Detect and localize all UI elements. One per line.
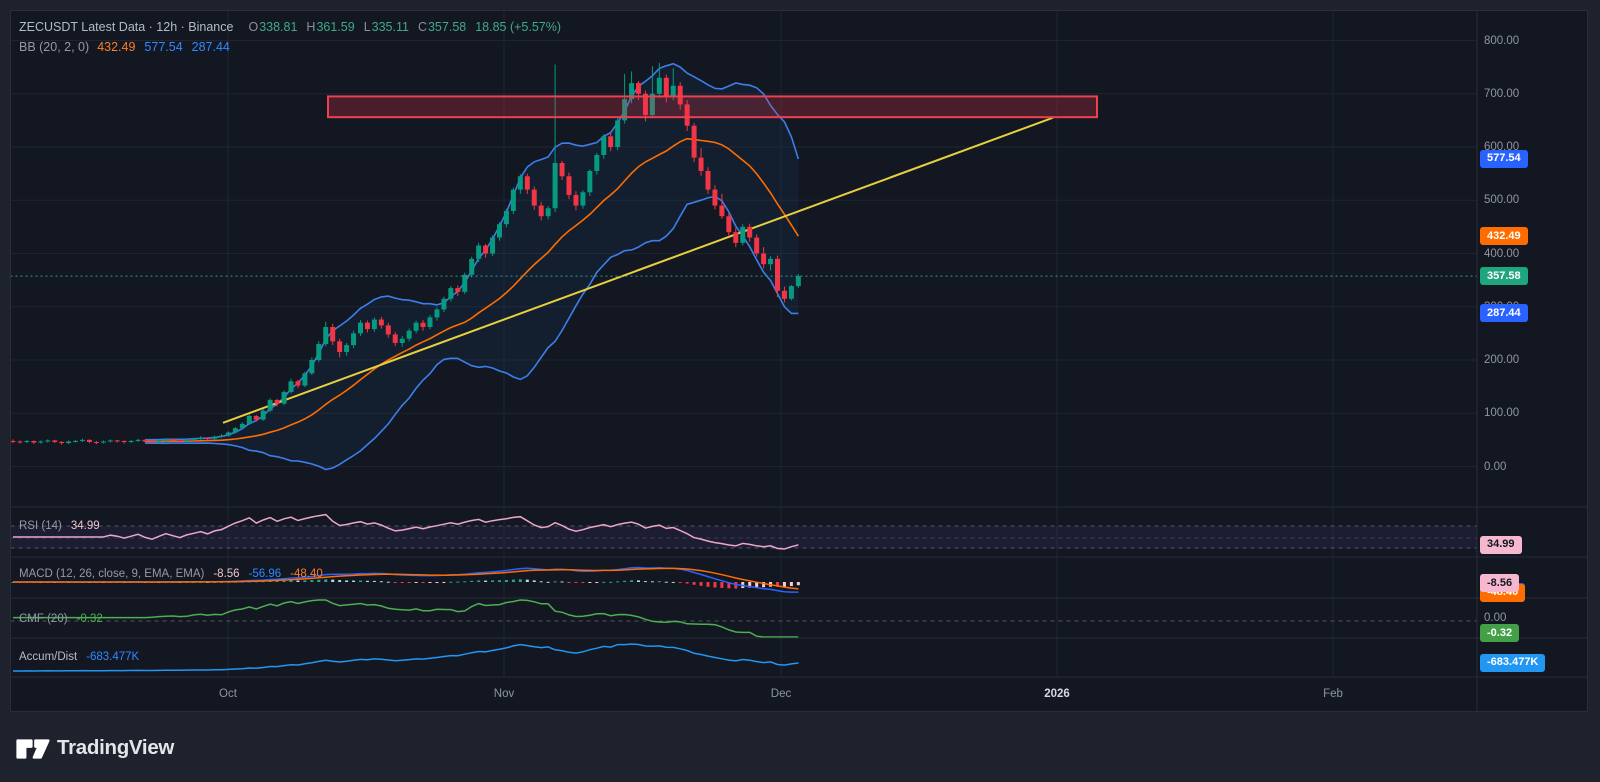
accum-dist-badge: -683.477K — [1480, 653, 1546, 672]
time-axis-label[interactable]: Feb — [1323, 688, 1343, 700]
rsi-legend[interactable]: RSI (14) 34.99 — [19, 518, 109, 533]
bb-label: BB (20, 2, 0) — [19, 40, 90, 54]
price-axis-tick[interactable]: 100.00 — [1484, 407, 1520, 420]
bb-upper-value: 577.54 — [144, 40, 183, 54]
time-axis-label[interactable]: Oct — [219, 688, 237, 700]
time-axis-label[interactable]: Dec — [770, 688, 792, 700]
cmf-value: -0.32 — [76, 612, 103, 625]
time-axis-label[interactable]: Nov — [493, 688, 515, 700]
ohlc-open: O338.81 — [248, 20, 298, 34]
ohlc-high: H361.59 — [306, 20, 355, 34]
bb-upper-badge: 577.54 — [1480, 149, 1528, 168]
macd-hist-badge: -8.56 — [1480, 574, 1520, 593]
cmf-label: CMF (20) — [19, 612, 68, 625]
rsi-badge: 34.99 — [1480, 535, 1522, 554]
bb-basis-value: 432.49 — [97, 40, 136, 54]
price-axis-tick[interactable]: 700.00 — [1484, 87, 1520, 100]
price-axis-tick[interactable]: 200.00 — [1484, 354, 1520, 366]
brand-name: TradingView — [57, 736, 175, 759]
bb-basis-badge: 432.49 — [1480, 227, 1528, 246]
macd-line-value: -56.96 — [248, 567, 282, 580]
accum-dist-legend[interactable]: Accum/Dist -683.477K — [19, 649, 148, 664]
price-axis-tick[interactable]: 500.00 — [1484, 194, 1520, 207]
last-price-badge: 357.58 — [1480, 267, 1528, 286]
bb-legend[interactable]: BB (20, 2, 0) 432.49 577.54 287.44 — [19, 39, 230, 55]
macd-label: MACD (12, 26, close, 9, EMA, EMA) — [19, 567, 205, 580]
price-axis-tick[interactable]: 800.00 — [1484, 34, 1520, 47]
cmf-legend[interactable]: CMF (20) -0.32 — [19, 611, 112, 626]
macd-signal-value: -48.40 — [290, 567, 323, 580]
time-axis-label[interactable]: 2026 — [1044, 688, 1070, 700]
chart-widget[interactable] — [10, 10, 1588, 712]
cmf-zero-label: 0.00 — [1484, 612, 1507, 624]
bb-lower-value: 287.44 — [191, 40, 230, 54]
price-change: 18.85 (+5.57%) — [475, 20, 562, 34]
ohlc-close: C357.58 — [417, 20, 467, 34]
rsi-label: RSI (14) — [19, 519, 62, 532]
tradingview-logo[interactable] — [16, 737, 50, 761]
rsi-value: 34.99 — [70, 519, 100, 532]
symbol-legend[interactable]: ZECUSDT Latest Data · 12h · Binance O338… — [19, 19, 561, 35]
price-axis-tick[interactable]: 0.00 — [1484, 460, 1507, 473]
symbol-title: ZECUSDT Latest Data · 12h · Binance — [19, 20, 234, 34]
cmf-badge: -0.32 — [1480, 624, 1520, 642]
macd-legend[interactable]: MACD (12, 26, close, 9, EMA, EMA) -8.56 … — [19, 566, 332, 581]
accum-dist-value: -683.477K — [86, 650, 140, 663]
price-axis-tick[interactable]: 400.00 — [1484, 247, 1520, 260]
bb-lower-badge: 287.44 — [1480, 304, 1528, 323]
footer — [0, 712, 1600, 782]
accum-dist-label: Accum/Dist — [19, 650, 78, 663]
macd-hist-value: -8.56 — [213, 567, 240, 580]
ohlc-low: L335.11 — [363, 20, 409, 34]
